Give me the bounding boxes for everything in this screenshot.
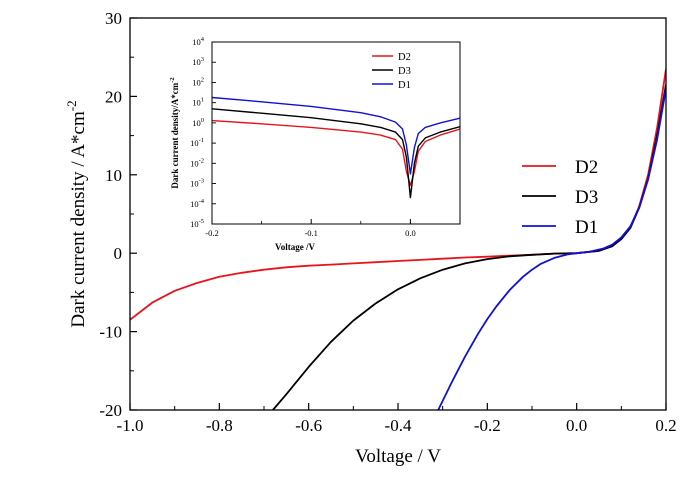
main-y-tick-label: -20 <box>99 401 122 420</box>
main-y-tick-label: -10 <box>99 323 122 342</box>
main-y-tick-label: 0 <box>114 244 123 263</box>
inset-x-tick-label: 0.0 <box>405 228 416 238</box>
main-y-tick-label: 30 <box>105 9 122 28</box>
main-x-tick-label: -0.8 <box>206 416 233 435</box>
inset-legend-label-d1: D1 <box>398 80 411 91</box>
main-legend: D2 D3 D1 <box>522 157 598 238</box>
inset-y-tick-label: 10-4 <box>190 198 205 209</box>
inset-series-line-d1 <box>212 96 460 175</box>
inset-y-tick-label: 10-3 <box>190 178 204 189</box>
inset-y-tick-label: 100 <box>192 117 204 128</box>
inset-y-tick-label: 10-1 <box>190 137 204 148</box>
inset-y-tick-label: 10-5 <box>190 218 204 229</box>
inset-y-tick-label: 103 <box>192 56 204 67</box>
inset-y-axis-title-exponent: -2 <box>169 77 176 82</box>
main-legend-label-d2: D2 <box>575 157 598 178</box>
inset-legend-label-d2: D2 <box>398 52 411 63</box>
inset-chart: -0.2 -0.1 0.0 10-5 10-4 10-3 10-2 10-1 100 101 102… <box>169 36 461 252</box>
inset-y-tick-label: 102 <box>192 76 204 87</box>
main-x-tick-label: 0.0 <box>566 416 587 435</box>
main-series-line-d1 <box>437 88 666 410</box>
inset-y-tick-label: 104 <box>192 36 205 47</box>
main-legend-label-d1: D1 <box>575 217 598 238</box>
main-x-tick-label: -0.2 <box>474 416 501 435</box>
inset-series-line-d2 <box>212 119 460 187</box>
inset-y-axis-title-text: Dark current density/A*cm <box>170 82 180 188</box>
inset-plot-frame <box>211 41 461 225</box>
main-y-tick-label: 10 <box>105 166 122 185</box>
main-x-tick-label: -0.4 <box>385 416 412 435</box>
inset-x-axis-title: Voltage /V <box>275 242 315 252</box>
inset-legend: D2 D3 D1 <box>372 52 411 91</box>
main-y-axis-title: Dark current density / A*cm-2 <box>64 100 89 327</box>
main-y-axis-title-text: Dark current density / A*cm <box>68 111 89 328</box>
inset-y-tick-label: 101 <box>192 97 204 108</box>
main-x-axis-title: Voltage / V <box>355 446 441 467</box>
main-legend-label-d3: D3 <box>575 187 598 208</box>
inset-y-axis-title: Dark current density/A*cm-2 <box>169 77 180 188</box>
inset-x-tick-label: -0.1 <box>304 228 317 238</box>
inset-y-tick-label: 10-2 <box>190 157 204 168</box>
main-x-tick-label: -0.6 <box>295 416 322 435</box>
main-y-axis-title-exponent: -2 <box>64 100 79 111</box>
inset-legend-label-d3: D3 <box>398 66 411 77</box>
main-x-tick-label: 0.2 <box>655 416 676 435</box>
main-chart: -1.0 -0.8 -0.6 -0.4 -0.2 0.0 0.2-20-100102030 … <box>64 9 677 467</box>
main-y-tick-label: 20 <box>105 87 122 106</box>
inset-background <box>212 42 460 224</box>
inset-series-line-d3 <box>212 108 460 199</box>
main-x-tick-label: -1.0 <box>117 416 144 435</box>
inset-x-tick-label: -0.2 <box>205 228 218 238</box>
